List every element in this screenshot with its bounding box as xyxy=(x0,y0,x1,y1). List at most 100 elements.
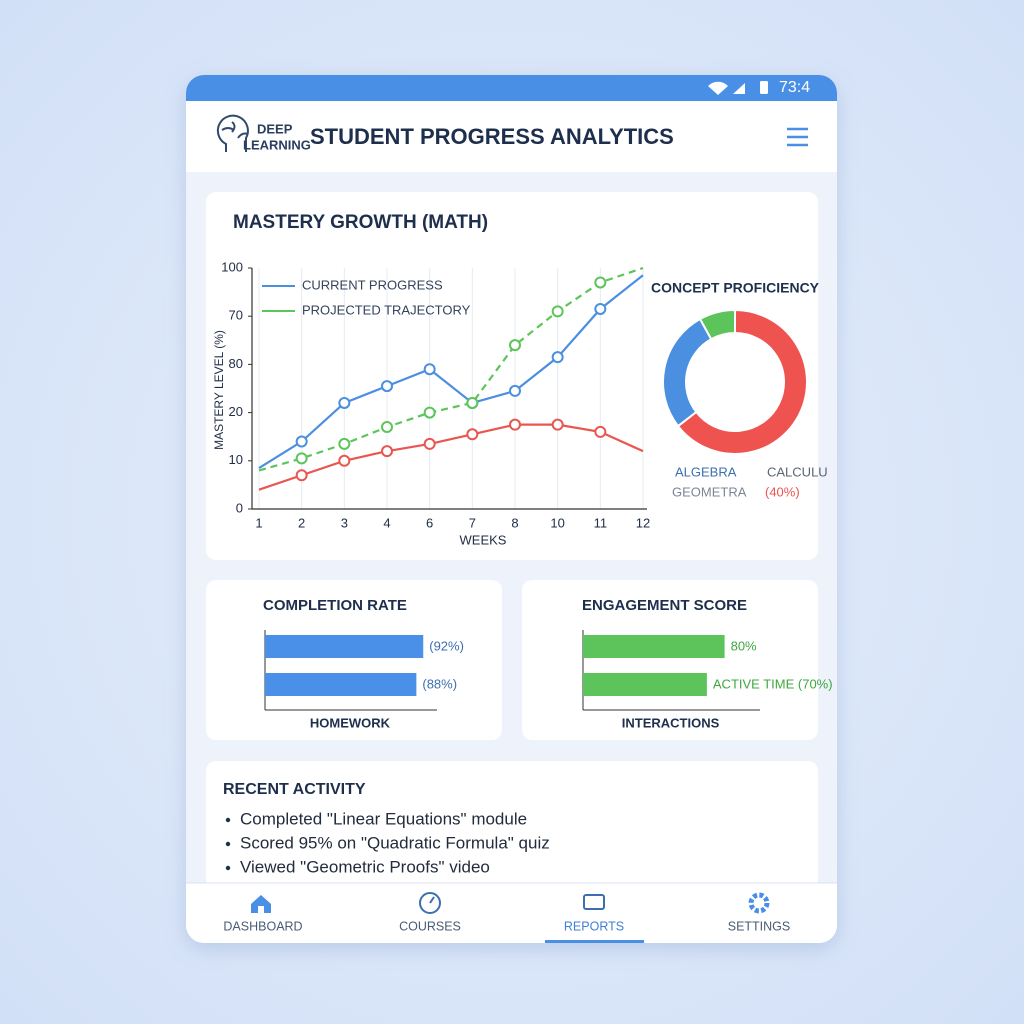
value-label: 80% xyxy=(731,638,757,653)
bar xyxy=(265,635,424,658)
data-point xyxy=(295,469,308,482)
legend-label: ALGEBRA xyxy=(675,464,737,479)
nav-tab[interactable]: REPORTS xyxy=(564,919,624,933)
y-tick-label: 100 xyxy=(221,259,243,274)
donut-segment xyxy=(698,308,736,341)
legend-label: GEOMETRA xyxy=(672,484,747,499)
x-tick-label: 1 xyxy=(255,515,262,530)
y-tick-label: 0 xyxy=(236,500,243,515)
data-point xyxy=(295,452,308,465)
activity-item: Scored 95% on "Quadratic Formula" quiz xyxy=(240,833,550,852)
x-axis-label: HOMEWORK xyxy=(310,715,391,730)
data-point xyxy=(594,302,607,315)
settings-icon xyxy=(748,892,770,914)
bullet xyxy=(225,865,231,871)
app-header xyxy=(186,101,837,172)
wifi-icon xyxy=(708,81,728,95)
nav-tab[interactable]: COURSES xyxy=(399,919,461,933)
engagement-card xyxy=(522,580,818,740)
data-point xyxy=(551,305,564,318)
activity-item: Completed "Linear Equations" module xyxy=(240,809,527,828)
x-tick-label: 12 xyxy=(636,515,650,530)
bar xyxy=(583,635,725,658)
data-point xyxy=(295,435,308,448)
data-point xyxy=(551,351,564,364)
app-title: STUDENT PROGRESS ANALYTICS xyxy=(310,124,674,149)
chart-title: ENGAGEMENT SCORE xyxy=(582,597,747,614)
signal-icon xyxy=(733,83,745,94)
data-point xyxy=(551,418,564,431)
data-line xyxy=(258,266,644,472)
x-axis-label: INTERACTIONS xyxy=(622,715,720,730)
x-tick-label: 2 xyxy=(298,515,305,530)
legend-label: CURRENT PROGRESS xyxy=(302,277,443,292)
nav-tab[interactable]: SETTINGS xyxy=(728,919,791,933)
battery-icon xyxy=(760,81,768,94)
courses-icon xyxy=(419,892,441,914)
x-axis-label: WEEKS xyxy=(460,532,507,547)
data-line xyxy=(258,274,644,469)
data-point xyxy=(509,384,521,397)
y-tick-label: 10 xyxy=(229,452,243,467)
data-point xyxy=(423,406,436,419)
data-point xyxy=(338,396,351,409)
x-tick-label: 6 xyxy=(426,515,433,530)
bullet xyxy=(225,817,231,823)
chart-title: MASTERY GROWTH (MATH) xyxy=(233,212,488,233)
mastery-card xyxy=(206,192,818,560)
completion-card xyxy=(206,580,502,740)
data-point xyxy=(338,454,351,467)
x-tick-label: 7 xyxy=(469,515,476,530)
value-label: ACTIVE TIME (70%) xyxy=(713,676,833,691)
data-point xyxy=(509,339,521,352)
x-tick-label: 10 xyxy=(550,515,564,530)
data-point xyxy=(466,428,479,441)
status-bar xyxy=(186,75,837,101)
value-label: (88%) xyxy=(422,676,457,691)
logo-text: LEARNING xyxy=(243,137,311,152)
logo-icon xyxy=(216,114,249,152)
y-axis-label: MASTERY LEVEL (%) xyxy=(212,330,226,450)
legend-label: PROJECTED TRAJECTORY xyxy=(302,302,471,317)
value-label: (40%) xyxy=(765,484,800,499)
data-point xyxy=(423,363,436,376)
data-point xyxy=(381,421,393,434)
courses-icon xyxy=(429,896,435,904)
data-point xyxy=(423,437,436,450)
y-tick-label: 70 xyxy=(229,308,243,323)
section-title: RECENT ACTIVITY xyxy=(223,781,366,798)
dashboard-icon xyxy=(251,895,271,913)
data-point xyxy=(594,425,607,438)
data-point xyxy=(338,437,351,450)
chart-title: CONCEPT PROFICIENCY xyxy=(651,280,820,296)
activity-card xyxy=(206,761,818,921)
x-tick-label: 4 xyxy=(383,515,390,530)
logo-text: DEEP xyxy=(257,121,293,136)
menu-button[interactable] xyxy=(787,127,808,147)
data-point xyxy=(381,380,393,393)
nav-tab[interactable]: DASHBOARD xyxy=(223,919,302,933)
data-line xyxy=(258,423,644,491)
x-tick-label: 11 xyxy=(594,515,608,530)
status-time: 73:4 xyxy=(779,79,810,96)
y-tick-label: 80 xyxy=(229,356,243,371)
active-tab-indicator xyxy=(545,940,644,943)
bar xyxy=(583,673,707,696)
value-label: (92%) xyxy=(429,638,464,653)
activity-item: Viewed "Geometric Proofs" video xyxy=(240,857,490,876)
bar xyxy=(265,673,417,696)
legend-label: CALCULU xyxy=(767,464,828,479)
bullet xyxy=(225,841,231,847)
data-point xyxy=(509,418,521,431)
reports-icon xyxy=(583,894,605,910)
data-point xyxy=(381,445,393,458)
x-tick-label: 3 xyxy=(341,515,348,530)
chart-title: COMPLETION RATE xyxy=(263,597,407,614)
x-tick-label: 8 xyxy=(511,515,518,530)
y-tick-label: 20 xyxy=(229,404,243,419)
data-point xyxy=(594,276,607,289)
bottom-nav xyxy=(186,883,837,943)
data-point xyxy=(466,396,479,409)
